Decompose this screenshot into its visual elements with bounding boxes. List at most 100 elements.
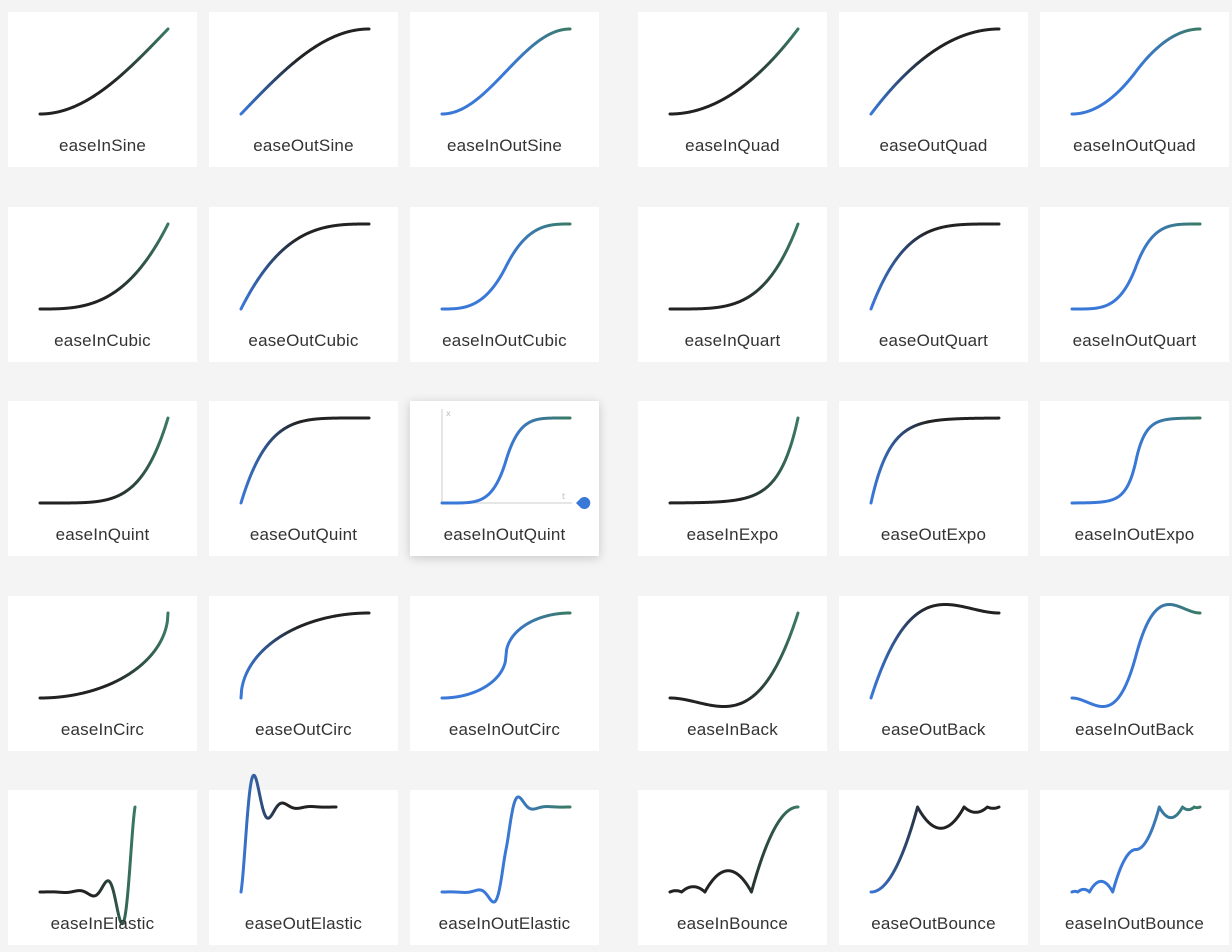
easing-label: easeInOutCubic — [442, 331, 567, 350]
easing-card-easeInOutQuad[interactable]: easeInOutQuad — [1040, 12, 1229, 167]
curve-plot — [440, 27, 572, 116]
curve-plot — [440, 611, 572, 700]
drag-handle-icon[interactable] — [576, 497, 591, 509]
easing-curve-easeInCirc — [38, 611, 170, 700]
curve-plot — [1070, 222, 1202, 311]
curve-plot — [239, 27, 371, 116]
easing-label: easeInOutBack — [1075, 720, 1194, 739]
easing-curve-easeInQuart — [668, 222, 800, 311]
easing-card-easeOutQuart[interactable]: easeOutQuart — [839, 207, 1028, 362]
curve-plot — [38, 805, 137, 926]
easing-curve-easeInOutSine — [440, 27, 572, 116]
curve-plot — [1070, 27, 1202, 116]
easing-curve-easeInOutQuad — [1070, 27, 1202, 116]
easing-curve-easeInOutCubic — [440, 222, 572, 311]
easing-card-easeInOutQuint[interactable]: x t easeInOutQuint — [410, 401, 599, 556]
easing-card-easeInQuad[interactable]: easeInQuad — [638, 12, 827, 167]
easing-label: easeOutQuart — [878, 331, 989, 350]
easing-curve-easeOutSine — [239, 27, 371, 116]
axis-y-label: x — [446, 409, 451, 418]
easing-card-easeInOutExpo[interactable]: easeInOutExpo — [1040, 401, 1229, 556]
curve-plot — [668, 611, 800, 708]
easing-card-easeInCubic[interactable]: easeInCubic — [8, 207, 197, 362]
easing-card-easeInOutCirc[interactable]: easeInOutCirc — [410, 596, 599, 751]
easing-card-easeOutCubic[interactable]: easeOutCubic — [209, 207, 398, 362]
easing-card-easeInElastic[interactable]: easeInElastic — [8, 790, 197, 945]
easing-curve-easeInElastic — [38, 805, 137, 926]
easing-card-easeInOutBack[interactable]: easeInOutBack — [1040, 596, 1229, 751]
curve-plot — [440, 222, 572, 311]
easing-curve-easeOutBack — [869, 603, 1001, 700]
easing-label: easeOutQuad — [879, 136, 988, 155]
easing-card-easeInOutQuart[interactable]: easeInOutQuart — [1040, 207, 1229, 362]
curve-plot — [239, 773, 338, 894]
easing-label: easeInQuad — [685, 136, 780, 155]
easing-label: easeInCirc — [60, 720, 145, 739]
easing-label: easeInCubic — [54, 331, 151, 350]
curve-plot — [1070, 416, 1202, 505]
easing-label: easeOutCubic — [248, 331, 359, 350]
easing-label: easeInOutCirc — [448, 720, 561, 739]
easing-label: easeOutSine — [253, 136, 354, 155]
easing-card-easeInSine[interactable]: easeInSine — [8, 12, 197, 167]
easing-card-easeInOutSine[interactable]: easeInOutSine — [410, 12, 599, 167]
easing-card-easeInExpo[interactable]: easeInExpo — [638, 401, 827, 556]
curve-plot — [440, 795, 572, 904]
easing-card-easeInBounce[interactable]: easeInBounce — [638, 790, 827, 945]
easing-curve-easeInOutCirc — [440, 611, 572, 700]
easing-curve-easeInOutQuart — [1070, 222, 1202, 311]
curve-plot — [38, 611, 170, 700]
easing-card-easeInQuart[interactable]: easeInQuart — [638, 207, 827, 362]
curve-plot — [869, 222, 1001, 311]
easing-curve-easeInOutBounce — [1070, 805, 1202, 894]
easing-curve-easeOutQuart — [869, 222, 1001, 311]
easing-label: easeOutQuint — [249, 525, 358, 544]
easing-card-easeOutBack[interactable]: easeOutBack — [839, 596, 1028, 751]
easing-card-easeOutQuint[interactable]: easeOutQuint — [209, 401, 398, 556]
easing-label: easeInElastic — [50, 914, 155, 933]
curve-plot — [668, 416, 800, 505]
curve-plot — [239, 222, 371, 311]
easing-curve-easeInBounce — [668, 805, 800, 894]
easing-curve-easeInOutElastic — [440, 795, 572, 904]
easing-card-easeOutExpo[interactable]: easeOutExpo — [839, 401, 1028, 556]
axis-x-label: t — [562, 492, 565, 501]
easing-curve-easeInCubic — [38, 222, 170, 311]
easing-card-easeOutQuad[interactable]: easeOutQuad — [839, 12, 1028, 167]
easing-curve-easeOutQuad — [869, 27, 1001, 116]
easing-card-easeOutElastic[interactable]: easeOutElastic — [209, 773, 398, 945]
easing-card-easeInOutCubic[interactable]: easeInOutCubic — [410, 207, 599, 362]
curve-plot — [239, 416, 371, 505]
curve-plot — [38, 416, 170, 505]
easing-label: easeInOutQuart — [1072, 331, 1197, 350]
easing-label: easeInOutSine — [446, 136, 563, 155]
curve-plot — [869, 27, 1001, 116]
easing-label: easeInOutBounce — [1064, 914, 1205, 933]
easing-curve-easeOutExpo — [869, 416, 1001, 505]
curve-plot: xt — [440, 409, 591, 509]
easing-card-easeInOutElastic[interactable]: easeInOutElastic — [410, 790, 599, 945]
easing-card-easeInCirc[interactable]: easeInCirc — [8, 596, 197, 751]
easing-label: easeInOutExpo — [1074, 525, 1195, 544]
curve-plot — [38, 27, 170, 116]
easing-card-easeOutBounce[interactable]: easeOutBounce — [839, 790, 1028, 945]
easing-curve-easeOutBounce — [869, 805, 1001, 894]
curve-plot — [1070, 805, 1202, 894]
curve-plot — [239, 611, 371, 700]
easing-label: easeOutBack — [881, 720, 986, 739]
curve-plot — [668, 805, 800, 894]
easing-label: easeInExpo — [686, 525, 779, 544]
easing-curve-easeInBack — [668, 611, 800, 708]
easing-card-easeInQuint[interactable]: easeInQuint — [8, 401, 197, 556]
easing-card-easeOutSine[interactable]: easeOutSine — [209, 12, 398, 167]
easing-card-easeOutCirc[interactable]: easeOutCirc — [209, 596, 398, 751]
easing-label: easeInQuint — [55, 525, 150, 544]
curve-plot — [668, 27, 800, 116]
easing-curve-easeInOutBack — [1070, 602, 1202, 709]
easing-card-easeInBack[interactable]: easeInBack — [638, 596, 827, 751]
easing-card-easeInOutBounce[interactable]: easeInOutBounce — [1040, 790, 1229, 945]
easing-label: easeInOutQuad — [1073, 136, 1196, 155]
curve-plot — [1070, 602, 1202, 709]
easing-curve-easeOutElastic — [239, 773, 338, 894]
